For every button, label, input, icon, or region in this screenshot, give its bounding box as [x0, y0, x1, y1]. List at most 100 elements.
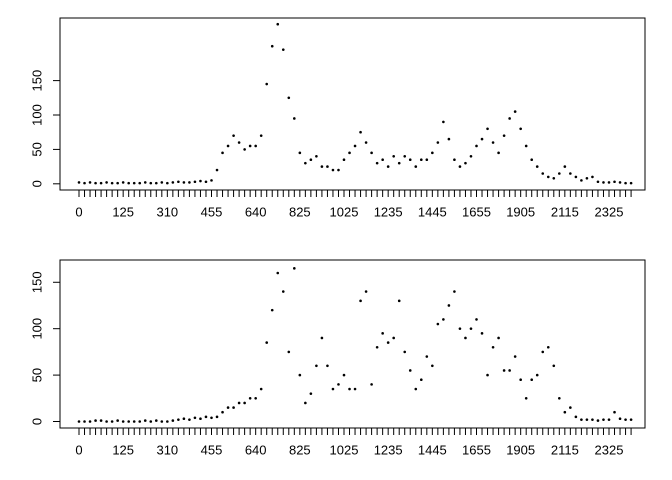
point — [326, 364, 329, 368]
point — [629, 181, 633, 185]
point — [436, 141, 440, 144]
point — [508, 117, 511, 120]
point — [188, 181, 191, 184]
point — [143, 419, 147, 422]
point — [99, 419, 103, 422]
x-tick-label: 2115 — [551, 204, 579, 219]
point — [265, 341, 269, 344]
point — [535, 373, 539, 377]
point — [541, 172, 545, 175]
point — [397, 299, 401, 303]
x-tick-label: 1235 — [374, 204, 403, 219]
x-tick-label: 2325 — [595, 204, 624, 219]
point — [497, 151, 500, 155]
x-tick-label: 640 — [245, 204, 267, 219]
point — [270, 44, 274, 48]
point — [453, 158, 456, 162]
point — [392, 154, 395, 158]
point — [419, 158, 423, 162]
point — [431, 364, 434, 368]
point — [243, 148, 246, 151]
point — [535, 165, 539, 168]
point — [154, 419, 158, 422]
x-tick-label: 310 — [156, 204, 178, 219]
point — [475, 318, 478, 321]
point — [574, 415, 578, 419]
point — [585, 177, 589, 180]
point — [177, 180, 180, 184]
x-tick-label: 1235 — [374, 442, 403, 457]
x-tick-label: 1025 — [330, 442, 359, 457]
point — [110, 181, 114, 185]
point — [458, 165, 462, 168]
point — [607, 181, 611, 184]
point — [320, 336, 324, 340]
point — [304, 401, 307, 405]
point — [121, 420, 125, 423]
point — [270, 308, 274, 312]
point — [237, 141, 241, 144]
point — [315, 154, 318, 158]
point — [248, 144, 252, 148]
point — [486, 127, 489, 131]
point — [226, 406, 230, 409]
point — [569, 406, 572, 409]
y-tick-label: 100 — [29, 104, 44, 126]
point — [259, 134, 263, 137]
point — [563, 165, 567, 168]
point — [624, 181, 627, 185]
point — [370, 383, 373, 386]
point — [276, 271, 280, 275]
point — [127, 420, 130, 423]
point — [210, 416, 213, 420]
point — [138, 181, 142, 185]
point — [210, 179, 213, 182]
x-tick-label: 640 — [245, 442, 267, 457]
point — [281, 290, 285, 293]
point — [469, 327, 473, 330]
y-tick-label: 150 — [29, 70, 44, 92]
point — [408, 158, 412, 162]
point — [166, 181, 169, 185]
point — [298, 373, 302, 377]
x-tick-label: 825 — [289, 204, 311, 219]
point — [199, 179, 202, 183]
point — [193, 180, 197, 184]
point — [580, 418, 583, 421]
y-tick-label: 50 — [29, 142, 44, 156]
point — [353, 387, 357, 391]
point — [453, 290, 456, 293]
x-tick-label: 310 — [156, 442, 178, 457]
x-tick-label: 0 — [75, 204, 82, 219]
point — [309, 158, 313, 162]
point — [497, 336, 500, 340]
y-tick-label: 100 — [29, 318, 44, 340]
point — [105, 420, 108, 423]
point — [348, 387, 351, 391]
point — [359, 299, 362, 303]
point — [177, 418, 180, 421]
point — [171, 419, 175, 422]
point — [88, 181, 92, 184]
point — [442, 120, 445, 124]
point — [552, 364, 556, 368]
point — [458, 327, 462, 330]
point — [331, 168, 335, 172]
point — [574, 175, 578, 179]
point — [337, 168, 340, 172]
point — [171, 181, 175, 184]
point — [94, 181, 97, 185]
point — [419, 378, 423, 382]
point — [469, 154, 473, 158]
point — [408, 369, 412, 372]
point — [364, 141, 368, 144]
plot-frame — [59, 259, 646, 429]
point — [524, 144, 528, 148]
point — [502, 369, 506, 372]
point — [259, 387, 263, 391]
point — [121, 181, 125, 184]
point — [116, 419, 119, 422]
point — [77, 420, 81, 423]
point — [348, 151, 351, 155]
point — [618, 417, 622, 421]
